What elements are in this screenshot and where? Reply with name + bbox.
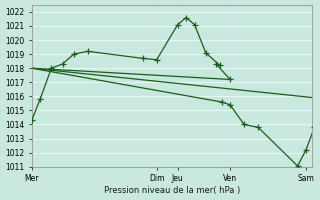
X-axis label: Pression niveau de la mer( hPa ): Pression niveau de la mer( hPa ) [104,186,240,195]
